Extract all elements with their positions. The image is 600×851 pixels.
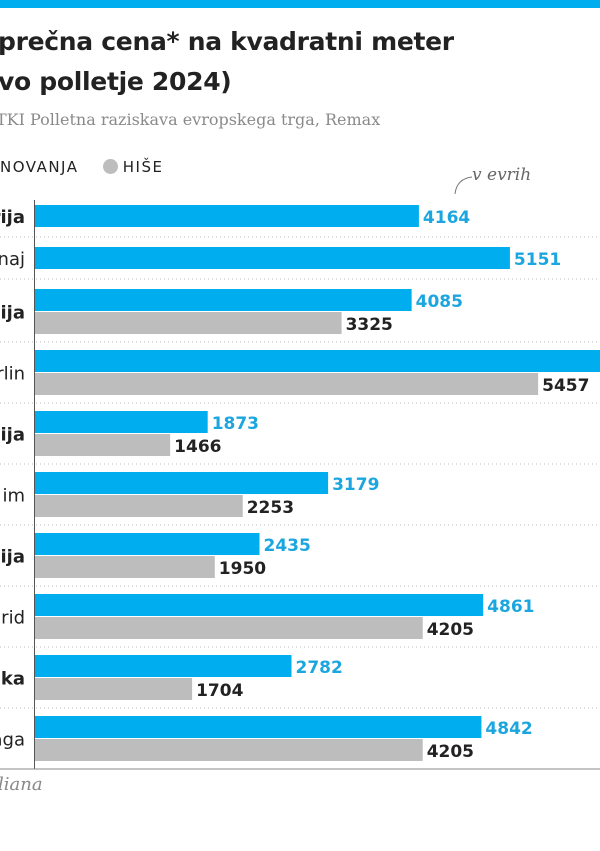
category-label: ška <box>0 669 25 690</box>
legend-houses-label: HIŠE <box>122 158 164 176</box>
unit-note: v evrih <box>472 165 532 185</box>
house-bar <box>35 434 171 456</box>
source-note: TKI Polletna raziskava evropskega trga, … <box>0 110 381 129</box>
house-bar <box>35 312 342 334</box>
category-label: naj <box>0 249 25 270</box>
category-label: im <box>2 486 25 507</box>
apartment-value-label: 4842 <box>485 719 532 739</box>
apartment-bar <box>35 594 484 616</box>
category-label: lija <box>0 425 25 446</box>
apartment-bar <box>35 350 600 372</box>
apartment-bar <box>35 655 292 677</box>
house-bar <box>35 739 423 761</box>
footnote: liana <box>0 774 43 795</box>
apartment-bar <box>35 411 208 433</box>
legend-houses-swatch <box>102 159 118 174</box>
title-line-2: vo polletje 2024) <box>0 67 232 96</box>
house-bar <box>35 617 423 639</box>
category-label: čija <box>0 303 25 324</box>
house-value-label: 4205 <box>427 620 474 640</box>
apartment-value-label: 5151 <box>514 250 561 270</box>
house-value-label: 4205 <box>427 742 474 762</box>
apartment-value-label: 1873 <box>212 414 259 434</box>
category-label: nija <box>0 547 25 568</box>
category-label: rid <box>1 608 25 629</box>
house-bar <box>35 556 215 578</box>
chart-title: prečna cena* na kvadratni meter vo polle… <box>0 22 454 102</box>
house-value-label: 1950 <box>219 559 266 579</box>
house-bar <box>35 373 539 395</box>
unit-arrow-icon <box>454 176 473 195</box>
legend-houses: HIŠE <box>102 158 164 176</box>
category-label: rija <box>0 207 25 228</box>
house-value-label: 3325 <box>346 315 393 335</box>
legend: NOVANJA HIŠE <box>0 158 163 176</box>
house-value-label: 1466 <box>174 437 221 457</box>
apartment-value-label: 2782 <box>296 658 343 678</box>
apartment-value-label: 4085 <box>416 292 463 312</box>
apartment-bar <box>35 205 419 227</box>
legend-apartments-label: NOVANJA <box>0 158 79 176</box>
apartment-value-label: 2435 <box>264 536 311 556</box>
apartment-value-label: 4861 <box>487 597 534 617</box>
house-value-label: 1704 <box>196 681 243 701</box>
apartment-bar <box>35 247 510 269</box>
house-bar <box>35 495 243 517</box>
title-line-1: prečna cena* na kvadratni meter <box>0 27 454 56</box>
apartment-value-label: 4164 <box>423 208 470 228</box>
house-bar <box>35 678 193 700</box>
house-value-label: 5457 <box>542 376 589 396</box>
apartment-value-label: 3179 <box>332 475 379 495</box>
apartment-bar <box>35 289 412 311</box>
category-label: rlin <box>0 364 25 385</box>
house-value-label: 2253 <box>247 498 294 518</box>
apartment-bar <box>35 533 260 555</box>
apartment-bar <box>35 716 482 738</box>
top-accent-bar <box>0 0 600 8</box>
legend-apartments: NOVANJA <box>0 158 78 176</box>
category-label: aga <box>0 730 25 751</box>
apartment-bar <box>35 472 329 494</box>
